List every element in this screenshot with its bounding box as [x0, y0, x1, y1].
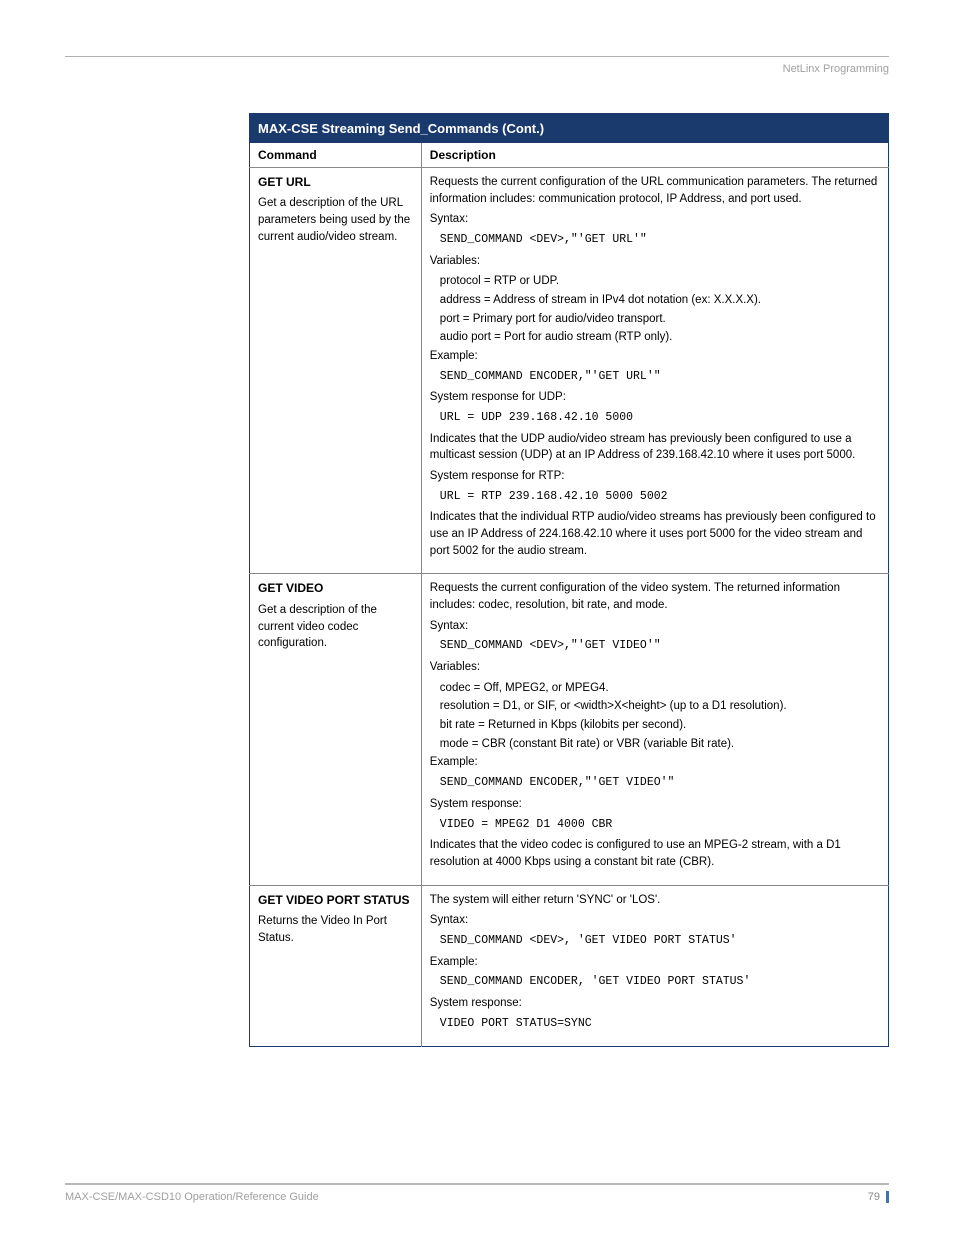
variable-item: codec = Off, MPEG2, or MPEG4.: [440, 680, 880, 697]
page: NetLinx Programming MAX-CSE Streaming Se…: [0, 0, 954, 1235]
syntax-code: SEND_COMMAND <DEV>, 'GET VIDEO PORT STAT…: [440, 933, 880, 950]
table-title: MAX-CSE Streaming Send_Commands (Cont.): [250, 114, 889, 144]
commands-table: MAX-CSE Streaming Send_Commands (Cont.) …: [249, 113, 889, 1047]
example-code: SEND_COMMAND ENCODER,"'GET URL'": [440, 369, 880, 386]
col-header-description: Description: [421, 143, 888, 168]
response-code: VIDEO = MPEG2 D1 4000 CBR: [440, 817, 880, 834]
footer-guide-title: MAX-CSE/MAX-CSD10 Operation/Reference Gu…: [65, 1191, 319, 1203]
command-desc: Get a description of the URL parameters …: [258, 197, 410, 242]
command-name: GET URL: [258, 174, 413, 191]
syntax-label: Syntax:: [430, 211, 880, 228]
command-cell: GET URL Get a description of the URL par…: [250, 168, 422, 574]
table-row: GET VIDEO Get a description of the curre…: [250, 574, 889, 885]
table-row: GET URL Get a description of the URL par…: [250, 168, 889, 574]
page-number: 79: [868, 1191, 889, 1203]
example-label: Example:: [430, 954, 880, 971]
command-name: GET VIDEO PORT STATUS: [258, 892, 413, 909]
description-cell: The system will either return 'SYNC' or …: [421, 885, 888, 1047]
response-note: Indicates that the video codec is config…: [430, 837, 880, 870]
response-note: Indicates that the individual RTP audio/…: [430, 509, 880, 559]
variable-item: audio port = Port for audio stream (RTP …: [440, 329, 880, 346]
variable-item: resolution = D1, or SIF, or <width>X<hei…: [440, 698, 880, 715]
footer-row: MAX-CSE/MAX-CSD10 Operation/Reference Gu…: [65, 1191, 889, 1203]
table-header-row: Command Description: [250, 143, 889, 168]
syntax-label: Syntax:: [430, 618, 880, 635]
syntax-code: SEND_COMMAND <DEV>,"'GET VIDEO'": [440, 638, 880, 655]
example-label: Example:: [430, 754, 880, 771]
syntax-code: SEND_COMMAND <DEV>,"'GET URL'": [440, 232, 880, 249]
response-code: URL = UDP 239.168.42.10 5000: [440, 410, 880, 427]
syntax-label: Syntax:: [430, 912, 880, 929]
example-label: Example:: [430, 348, 880, 365]
variable-item: port = Primary port for audio/video tran…: [440, 311, 880, 328]
command-cell: GET VIDEO Get a description of the curre…: [250, 574, 422, 885]
response-code: URL = RTP 239.168.42.10 5000 5002: [440, 489, 880, 506]
variable-item: address = Address of stream in IPv4 dot …: [440, 292, 880, 309]
example-code: SEND_COMMAND ENCODER, 'GET VIDEO PORT ST…: [440, 974, 880, 991]
page-footer: MAX-CSE/MAX-CSD10 Operation/Reference Gu…: [65, 1183, 889, 1203]
desc-intro: The system will either return 'SYNC' or …: [430, 892, 880, 909]
command-cell: GET VIDEO PORT STATUS Returns the Video …: [250, 885, 422, 1047]
description-cell: Requests the current configuration of th…: [421, 168, 888, 574]
variable-item: mode = CBR (constant Bit rate) or VBR (v…: [440, 736, 880, 753]
response-label: System response:: [430, 995, 880, 1012]
col-header-command: Command: [250, 143, 422, 168]
response-code: VIDEO PORT STATUS=SYNC: [440, 1016, 880, 1033]
header-section-label: NetLinx Programming: [65, 63, 889, 75]
response-note: Indicates that the UDP audio/video strea…: [430, 431, 880, 464]
table-row: GET VIDEO PORT STATUS Returns the Video …: [250, 885, 889, 1047]
command-name: GET VIDEO: [258, 580, 413, 597]
desc-intro: Requests the current configuration of th…: [430, 580, 880, 613]
footer-rule: [65, 1183, 889, 1185]
desc-intro: Requests the current configuration of th…: [430, 174, 880, 207]
variables-label: Variables:: [430, 253, 880, 270]
table-title-row: MAX-CSE Streaming Send_Commands (Cont.): [250, 114, 889, 144]
header-rule: [65, 56, 889, 57]
variable-item: bit rate = Returned in Kbps (kilobits pe…: [440, 717, 880, 734]
description-cell: Requests the current configuration of th…: [421, 574, 888, 885]
variables-label: Variables:: [430, 659, 880, 676]
command-desc: Get a description of the current video c…: [258, 604, 377, 649]
response-label: System response for UDP:: [430, 389, 880, 406]
example-code: SEND_COMMAND ENCODER,"'GET VIDEO'": [440, 775, 880, 792]
response-label: System response for RTP:: [430, 468, 880, 485]
command-desc: Returns the Video In Port Status.: [258, 915, 387, 944]
response-label: System response:: [430, 796, 880, 813]
variable-item: protocol = RTP or UDP.: [440, 273, 880, 290]
